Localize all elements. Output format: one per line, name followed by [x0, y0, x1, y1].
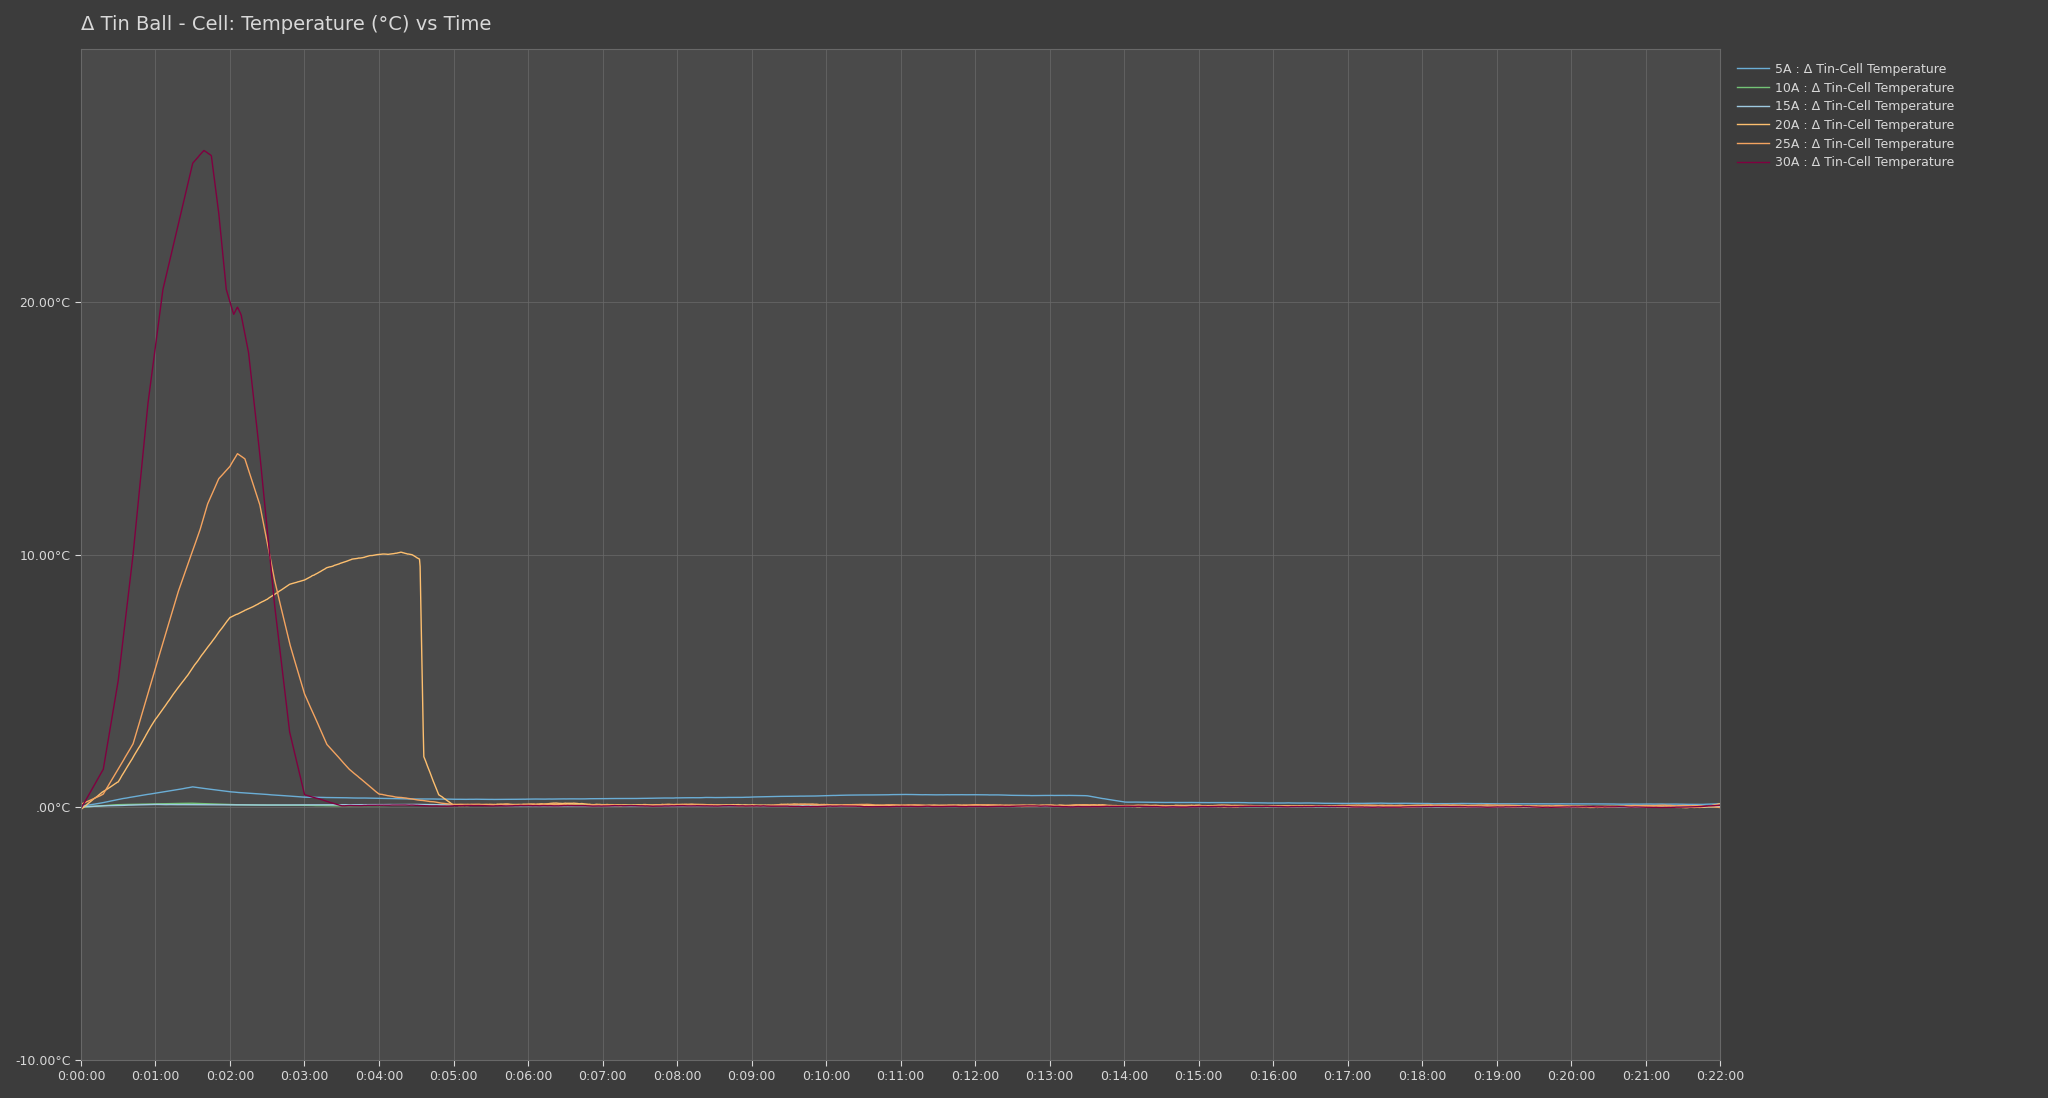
20A : Δ Tin-Cell Temperature: (0, -0.0956): Δ Tin-Cell Temperature: (0, -0.0956)	[70, 803, 94, 816]
Line: 5A : Δ Tin-Cell Temperature: 5A : Δ Tin-Cell Temperature	[82, 787, 1720, 806]
25A : Δ Tin-Cell Temperature: (15.2, 0.0653): Δ Tin-Cell Temperature: (15.2, 0.0653)	[1204, 799, 1229, 813]
30A : Δ Tin-Cell Temperature: (2.63, 7.33): Δ Tin-Cell Temperature: (2.63, 7.33)	[264, 615, 289, 628]
25A : Δ Tin-Cell Temperature: (2.1, 14): Δ Tin-Cell Temperature: (2.1, 14)	[225, 447, 250, 460]
Line: 25A : Δ Tin-Cell Temperature: 25A : Δ Tin-Cell Temperature	[82, 453, 1720, 808]
30A : Δ Tin-Cell Temperature: (18.1, 0.0168): Δ Tin-Cell Temperature: (18.1, 0.0168)	[1415, 800, 1440, 814]
10A : Δ Tin-Cell Temperature: (22, 0.0201): Δ Tin-Cell Temperature: (22, 0.0201)	[1708, 800, 1733, 814]
30A : Δ Tin-Cell Temperature: (12.8, 0.0419): Δ Tin-Cell Temperature: (12.8, 0.0419)	[1024, 799, 1049, 813]
5A : Δ Tin-Cell Temperature: (15.2, 0.174): Δ Tin-Cell Temperature: (15.2, 0.174)	[1204, 796, 1229, 809]
Line: 15A : Δ Tin-Cell Temperature: 15A : Δ Tin-Cell Temperature	[82, 805, 1720, 807]
5A : Δ Tin-Cell Temperature: (0, 0.0313): Δ Tin-Cell Temperature: (0, 0.0313)	[70, 799, 94, 813]
10A : Δ Tin-Cell Temperature: (0.625, 0.102): Δ Tin-Cell Temperature: (0.625, 0.102)	[115, 798, 139, 811]
10A : Δ Tin-Cell Temperature: (19, 0.0157): Δ Tin-Cell Temperature: (19, 0.0157)	[1483, 800, 1507, 814]
25A : Δ Tin-Cell Temperature: (0, 0.113): Δ Tin-Cell Temperature: (0, 0.113)	[70, 797, 94, 810]
30A : Δ Tin-Cell Temperature: (0, -0.0665): Δ Tin-Cell Temperature: (0, -0.0665)	[70, 803, 94, 816]
10A : Δ Tin-Cell Temperature: (0, -0.00925): Δ Tin-Cell Temperature: (0, -0.00925)	[70, 800, 94, 814]
20A : Δ Tin-Cell Temperature: (4.29, 10.1): Δ Tin-Cell Temperature: (4.29, 10.1)	[389, 546, 414, 559]
5A : Δ Tin-Cell Temperature: (22, 0.133): Δ Tin-Cell Temperature: (22, 0.133)	[1708, 797, 1733, 810]
20A : Δ Tin-Cell Temperature: (15.2, 0.0283): Δ Tin-Cell Temperature: (15.2, 0.0283)	[1204, 799, 1229, 813]
25A : Δ Tin-Cell Temperature: (22, -0.0215): Δ Tin-Cell Temperature: (22, -0.0215)	[1708, 802, 1733, 815]
15A : Δ Tin-Cell Temperature: (0, 0.00604): Δ Tin-Cell Temperature: (0, 0.00604)	[70, 800, 94, 814]
5A : Δ Tin-Cell Temperature: (1.5, 0.799): Δ Tin-Cell Temperature: (1.5, 0.799)	[180, 781, 205, 794]
10A : Δ Tin-Cell Temperature: (18.1, 0.012): Δ Tin-Cell Temperature: (18.1, 0.012)	[1415, 800, 1440, 814]
25A : Δ Tin-Cell Temperature: (0.625, 2.13): Δ Tin-Cell Temperature: (0.625, 2.13)	[115, 747, 139, 760]
15A : Δ Tin-Cell Temperature: (2.62, 0.0804): Δ Tin-Cell Temperature: (2.62, 0.0804)	[264, 798, 289, 811]
Line: 30A : Δ Tin-Cell Temperature: 30A : Δ Tin-Cell Temperature	[82, 150, 1720, 809]
20A : Δ Tin-Cell Temperature: (18.1, 0.0442): Δ Tin-Cell Temperature: (18.1, 0.0442)	[1415, 799, 1440, 813]
Line: 10A : Δ Tin-Cell Temperature: 10A : Δ Tin-Cell Temperature	[82, 804, 1720, 807]
10A : Δ Tin-Cell Temperature: (15.2, 0.0262): Δ Tin-Cell Temperature: (15.2, 0.0262)	[1204, 799, 1229, 813]
30A : Δ Tin-Cell Temperature: (15.2, 0.0217): Δ Tin-Cell Temperature: (15.2, 0.0217)	[1204, 800, 1229, 814]
5A : Δ Tin-Cell Temperature: (19, 0.13): Δ Tin-Cell Temperature: (19, 0.13)	[1483, 797, 1507, 810]
30A : Δ Tin-Cell Temperature: (19, 0.00257): Δ Tin-Cell Temperature: (19, 0.00257)	[1483, 800, 1507, 814]
15A : Δ Tin-Cell Temperature: (21.2, 0.000487): Δ Tin-Cell Temperature: (21.2, 0.000487)	[1651, 800, 1675, 814]
10A : Δ Tin-Cell Temperature: (1.46, 0.15): Δ Tin-Cell Temperature: (1.46, 0.15)	[178, 797, 203, 810]
5A : Δ Tin-Cell Temperature: (2.63, 0.47): Δ Tin-Cell Temperature: (2.63, 0.47)	[264, 788, 289, 802]
25A : Δ Tin-Cell Temperature: (19, 0.0748): Δ Tin-Cell Temperature: (19, 0.0748)	[1483, 798, 1507, 811]
Text: Δ Tin Ball - Cell: Temperature (°C) vs Time: Δ Tin Ball - Cell: Temperature (°C) vs T…	[82, 15, 492, 34]
15A : Δ Tin-Cell Temperature: (15.2, 0.025): Δ Tin-Cell Temperature: (15.2, 0.025)	[1204, 799, 1229, 813]
5A : Δ Tin-Cell Temperature: (0.625, 0.366): Δ Tin-Cell Temperature: (0.625, 0.366)	[115, 792, 139, 805]
15A : Δ Tin-Cell Temperature: (12.8, 0.0381): Δ Tin-Cell Temperature: (12.8, 0.0381)	[1024, 799, 1049, 813]
25A : Δ Tin-Cell Temperature: (2.63, 8.64): Δ Tin-Cell Temperature: (2.63, 8.64)	[264, 582, 289, 595]
20A : Δ Tin-Cell Temperature: (12.8, 0.0525): Δ Tin-Cell Temperature: (12.8, 0.0525)	[1024, 799, 1049, 813]
30A : Δ Tin-Cell Temperature: (0.625, 8.13): Δ Tin-Cell Temperature: (0.625, 8.13)	[115, 595, 139, 608]
20A : Δ Tin-Cell Temperature: (0.625, 1.61): Δ Tin-Cell Temperature: (0.625, 1.61)	[115, 760, 139, 773]
20A : Δ Tin-Cell Temperature: (19, 0.028): Δ Tin-Cell Temperature: (19, 0.028)	[1483, 799, 1507, 813]
15A : Δ Tin-Cell Temperature: (0.625, 0.0757): Δ Tin-Cell Temperature: (0.625, 0.0757)	[115, 798, 139, 811]
Legend: 5A : Δ Tin-Cell Temperature, 10A : Δ Tin-Cell Temperature, 15A : Δ Tin-Cell Temp: 5A : Δ Tin-Cell Temperature, 10A : Δ Tin…	[1731, 56, 1962, 177]
25A : Δ Tin-Cell Temperature: (18.1, 0.0811): Δ Tin-Cell Temperature: (18.1, 0.0811)	[1415, 798, 1440, 811]
20A : Δ Tin-Cell Temperature: (2.62, 8.46): Δ Tin-Cell Temperature: (2.62, 8.46)	[264, 586, 289, 600]
25A : Δ Tin-Cell Temperature: (12.8, 0.0715): Δ Tin-Cell Temperature: (12.8, 0.0715)	[1024, 798, 1049, 811]
5A : Δ Tin-Cell Temperature: (18.1, 0.141): Δ Tin-Cell Temperature: (18.1, 0.141)	[1415, 797, 1440, 810]
15A : Δ Tin-Cell Temperature: (19, 0.00934): Δ Tin-Cell Temperature: (19, 0.00934)	[1483, 800, 1507, 814]
30A : Δ Tin-Cell Temperature: (1.65, 26): Δ Tin-Cell Temperature: (1.65, 26)	[193, 144, 217, 157]
15A : Δ Tin-Cell Temperature: (18.1, 0.0119): Δ Tin-Cell Temperature: (18.1, 0.0119)	[1415, 800, 1440, 814]
20A : Δ Tin-Cell Temperature: (22, 0.137): Δ Tin-Cell Temperature: (22, 0.137)	[1708, 797, 1733, 810]
10A : Δ Tin-Cell Temperature: (12.8, 0.0336): Δ Tin-Cell Temperature: (12.8, 0.0336)	[1024, 799, 1049, 813]
10A : Δ Tin-Cell Temperature: (2.63, 0.0762): Δ Tin-Cell Temperature: (2.63, 0.0762)	[264, 798, 289, 811]
15A : Δ Tin-Cell Temperature: (4.51, 0.104): Δ Tin-Cell Temperature: (4.51, 0.104)	[406, 798, 430, 811]
15A : Δ Tin-Cell Temperature: (22, 0.0198): Δ Tin-Cell Temperature: (22, 0.0198)	[1708, 800, 1733, 814]
Line: 20A : Δ Tin-Cell Temperature: 20A : Δ Tin-Cell Temperature	[82, 552, 1720, 809]
5A : Δ Tin-Cell Temperature: (12.8, 0.457): Δ Tin-Cell Temperature: (12.8, 0.457)	[1024, 789, 1049, 803]
30A : Δ Tin-Cell Temperature: (22, 0.0724): Δ Tin-Cell Temperature: (22, 0.0724)	[1708, 798, 1733, 811]
